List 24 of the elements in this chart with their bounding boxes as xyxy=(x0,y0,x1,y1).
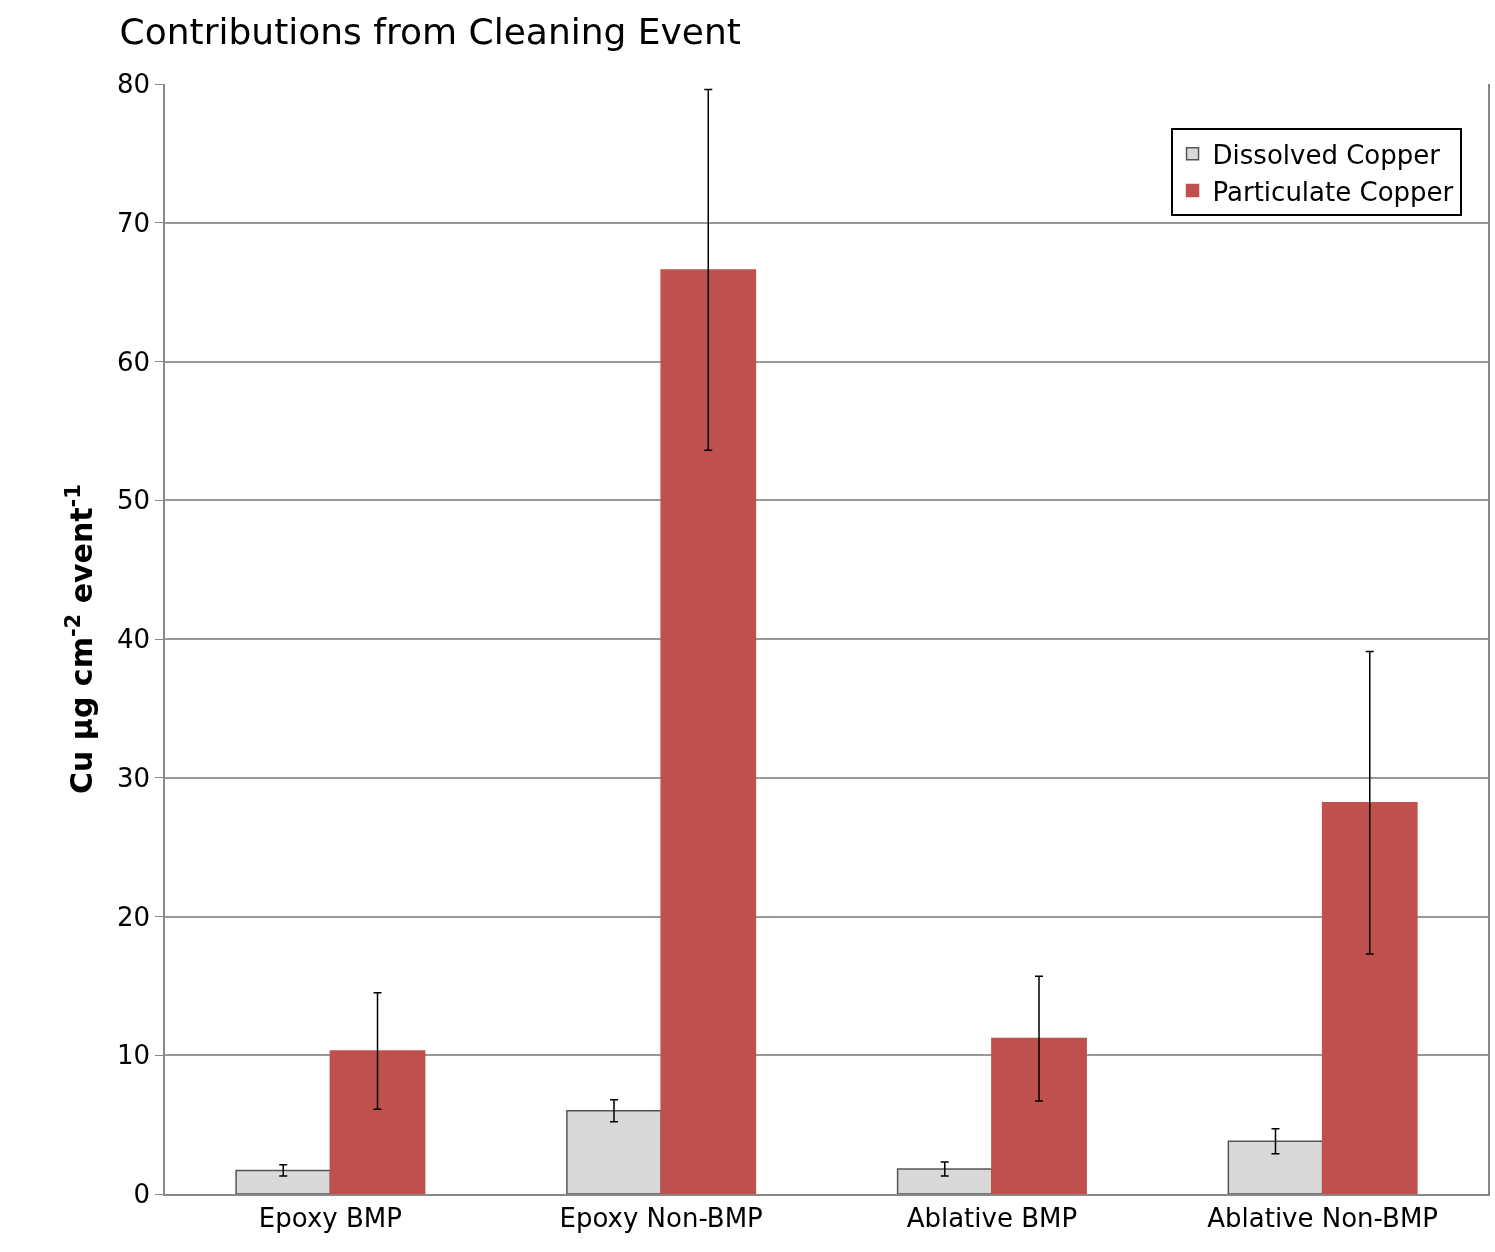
y-tick-label: 20 xyxy=(116,901,151,932)
y-tick-label: 50 xyxy=(116,485,151,516)
chart-title: Contributions from Cleaning Event xyxy=(119,10,741,52)
y-tick-label: 10 xyxy=(116,1040,151,1071)
y-tick-label: 80 xyxy=(116,69,151,100)
x-tick-label: Epoxy BMP xyxy=(258,1202,402,1233)
bar xyxy=(896,1168,993,1194)
bar xyxy=(1321,801,1418,1194)
y-tick-label: 40 xyxy=(116,624,151,655)
x-tick-label: Ablative BMP xyxy=(906,1202,1078,1233)
x-tick-label: Ablative Non-BMP xyxy=(1207,1202,1439,1233)
y-tick-label: 30 xyxy=(116,762,151,793)
legend-label: Particulate Copper xyxy=(1212,176,1454,207)
bar xyxy=(1227,1140,1324,1194)
y-tick-label: 0 xyxy=(133,1179,151,1210)
bar xyxy=(566,1110,662,1194)
y-tick-label: 60 xyxy=(116,346,151,377)
y-tick-label: 70 xyxy=(116,207,151,238)
bar xyxy=(991,1037,1087,1194)
bar xyxy=(329,1050,426,1194)
bar xyxy=(235,1169,332,1194)
bar xyxy=(660,269,757,1194)
legend-label: Dissolved Copper xyxy=(1212,139,1441,170)
x-tick-label: Epoxy Non-BMP xyxy=(559,1202,763,1233)
